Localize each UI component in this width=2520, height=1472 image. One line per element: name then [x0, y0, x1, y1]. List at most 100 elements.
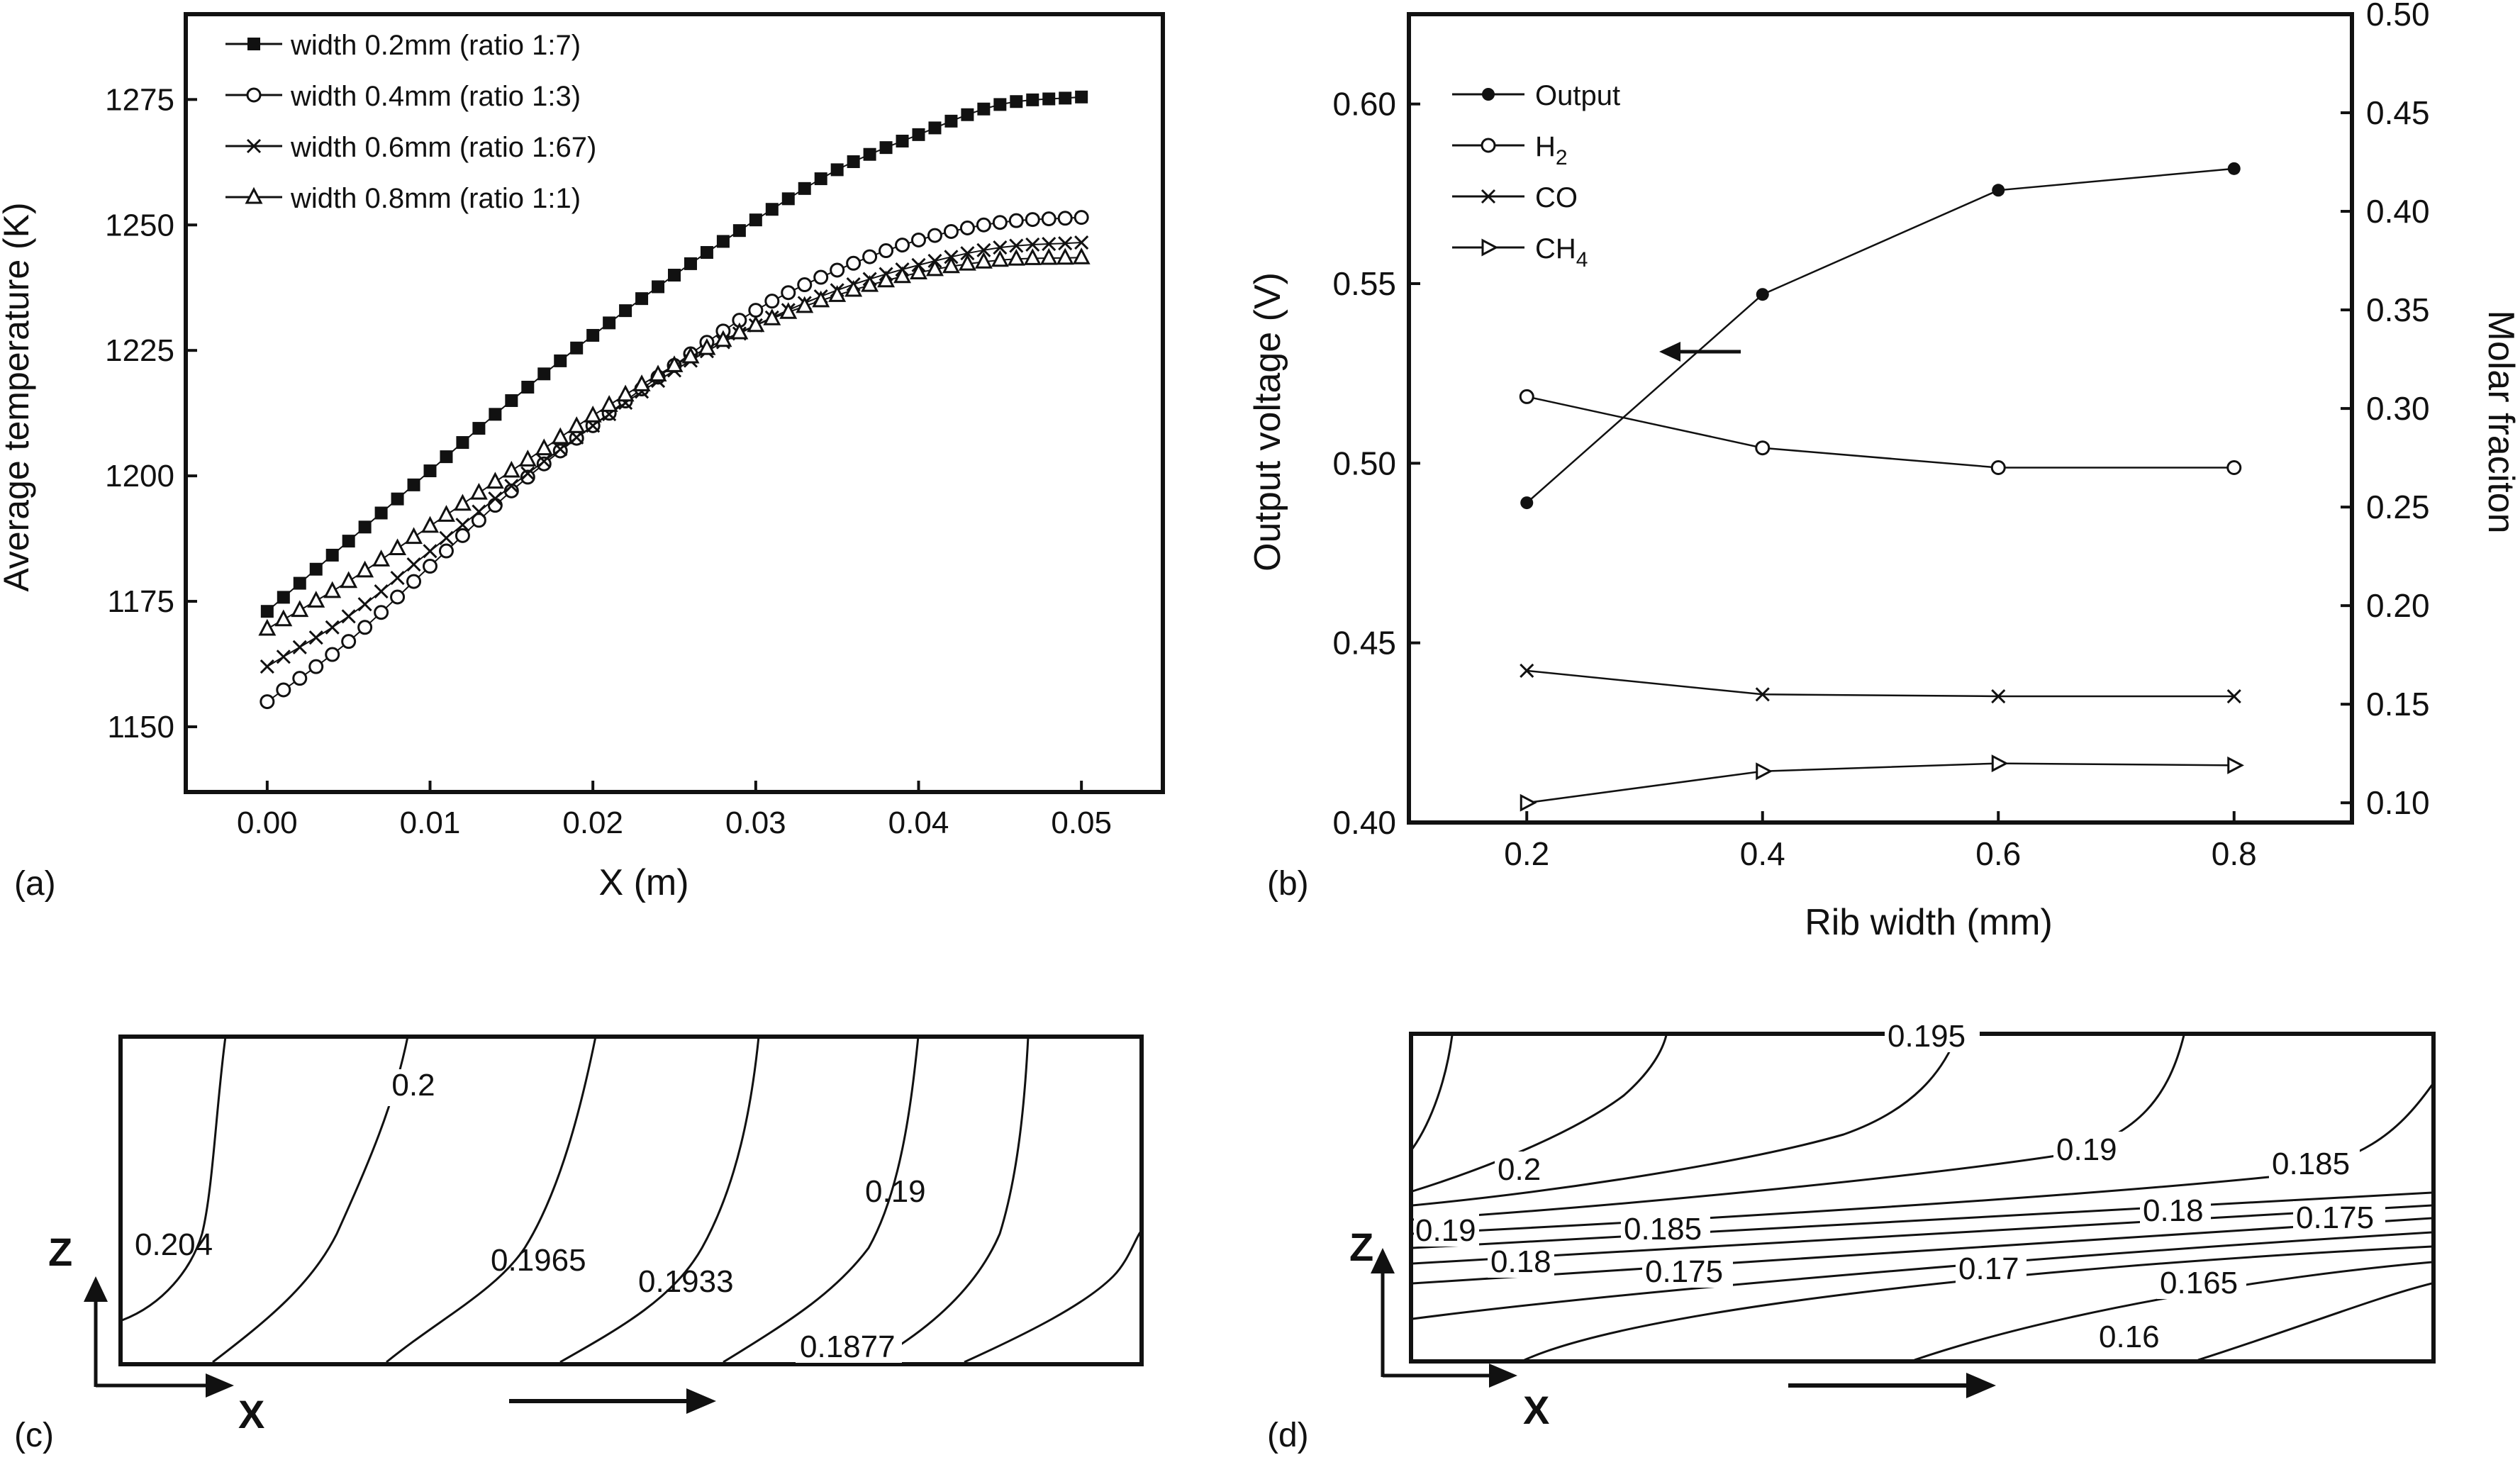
panel-c-contour-label: 0.204 [135, 1227, 213, 1262]
panel-a-data-point [1074, 235, 1089, 250]
panel-a-data-point [455, 518, 470, 533]
panel-d-isoline [1412, 1035, 2185, 1221]
panel-a-data-point [1025, 237, 1040, 252]
panel-a-data-point [961, 108, 974, 121]
panel-a-data-point [764, 294, 780, 309]
panel-a-data-point [847, 155, 860, 169]
panel-a-series-2 [260, 210, 1089, 710]
panel-b-series-line [1527, 396, 2234, 469]
panel-b-legend-label: Output [1535, 80, 1620, 111]
panel-a-data-point [635, 292, 649, 306]
panel-a-data-point [698, 338, 716, 355]
panel-d-label-bg [1495, 1152, 1541, 1184]
panel-a-data-point [665, 355, 684, 372]
panel-b-ytick-right-label: 0.10 [2366, 784, 2430, 821]
panel-a-data-point [308, 630, 323, 645]
panel-d-isoline [2197, 1282, 2433, 1361]
panel-a-data-point [323, 581, 342, 598]
panel-a-data-point [453, 494, 472, 511]
panel-a-data-point [520, 466, 535, 481]
panel-d-label-bg [2053, 1132, 2126, 1164]
panel-a-data-point [1072, 247, 1091, 264]
panel-c-label-bg [796, 1330, 902, 1363]
panel-a-data-point [652, 280, 665, 294]
panel-a-data-point [439, 530, 454, 545]
panel-a-xtick-label: 0.03 [725, 805, 786, 840]
panel-c-contour-label: 0.1877 [800, 1329, 896, 1364]
panel-a-data-point [342, 535, 355, 548]
panel-a-data-point [1042, 236, 1056, 252]
panel-a-data-point [1057, 211, 1073, 226]
panel-d-isoline [1524, 1245, 2433, 1361]
panel-a-data-point [391, 492, 404, 506]
panel-d-label-bg [2140, 1194, 2211, 1227]
panel-d-label-bg [1488, 1245, 1554, 1278]
panel-a-data-point [700, 246, 713, 260]
panel-a-ytick-label: 1225 [105, 333, 174, 368]
panel-d-isoline [1412, 1035, 1668, 1193]
panel-a-data-point [274, 609, 293, 627]
panel-a-data-point [357, 597, 372, 612]
panel-b-ytick-left-label: 0.40 [1332, 804, 1396, 841]
panel-a-data-point [260, 659, 274, 674]
panel-a-data-point [390, 571, 405, 586]
panel-a-data-point [390, 589, 406, 605]
panel-a-data-point [421, 515, 439, 533]
panel-b-ticks: 0.2 0.4 0.6 0.8 0.40 0.45 0.50 0.55 0.60 0.10 0.15… [1332, 0, 2429, 872]
panel-d-label-bg [2157, 1266, 2246, 1299]
panel-c-contour-label: 0.1933 [638, 1264, 734, 1299]
panel-b-legend-label: CO [1535, 182, 1578, 213]
panel-c-contour: 0.2 0.204 0.1965 0.1933 0.19 0.1877 Z X … [14, 1035, 1144, 1454]
panel-b-legend-marker [1481, 189, 1496, 204]
panel-a-data-point [684, 257, 697, 270]
panel-a-data-point [570, 341, 584, 355]
panel-d-contour-label: 0.195 [1888, 1019, 1966, 1054]
panel-a-data-point [977, 102, 991, 116]
panel-c-x-arrowhead [206, 1373, 234, 1398]
panel-a-ytick-label: 1175 [107, 584, 174, 619]
panel-a-data-point [862, 249, 878, 264]
panel-b-series-4 [1520, 754, 2244, 812]
panel-a-data-point [993, 98, 1007, 111]
panel-b-ytick-right-label: 0.50 [2366, 0, 2430, 33]
panel-c-isoline-6 [871, 1036, 1030, 1364]
panel-a-data-point [535, 438, 553, 456]
panel-a-legend-marker [247, 38, 260, 50]
panel-a-data-point [1010, 95, 1023, 108]
panel-b-ytick-right-label: 0.20 [2366, 587, 2430, 624]
panel-a-data-point [942, 256, 960, 274]
panel-a-data-point [896, 134, 909, 147]
panel-a-data-point [276, 682, 291, 698]
panel-a-data-point [716, 235, 730, 248]
panel-a-data-point [455, 528, 470, 543]
panel-a-data-point [993, 240, 1008, 255]
panel-a-data-point [552, 443, 568, 459]
panel-b-data-point [1990, 460, 2006, 476]
panel-a-data-point [440, 450, 453, 464]
panel-b-series-line [1526, 167, 2234, 504]
panel-a-data-point [910, 262, 927, 279]
panel-d-label-bg [1885, 1020, 1980, 1052]
panel-c-isoline-4 [559, 1036, 760, 1364]
panel-a-data-point [505, 394, 518, 407]
panel-c-contour-label: 0.1965 [491, 1243, 586, 1278]
panel-a-data-point [632, 374, 651, 391]
panel-a-data-point [1074, 210, 1089, 225]
panel-a-data-point [861, 274, 879, 292]
panel-a-legend: width 0.2mm (ratio 1:7) width 0.4mm (rati… [225, 30, 596, 214]
panel-b-ytick-right-label: 0.35 [2366, 291, 2430, 328]
panel-b-data-point [1520, 663, 1534, 678]
panel-b-data-point [1519, 389, 1534, 404]
panel-c-x-label: X [238, 1392, 264, 1437]
panel-a-data-point [372, 550, 391, 567]
panel-b-series-1 [1520, 162, 2241, 510]
panel-a-label: (a) [14, 865, 56, 903]
panel-b-data-point [1755, 440, 1771, 456]
panel-a-data-point [1008, 213, 1024, 228]
panel-d-label-bg [1956, 1252, 2026, 1285]
panel-d-z-label: Z [1349, 1225, 1373, 1269]
panel-a-data-point [536, 456, 552, 472]
panel-b-ytick-left-label: 0.55 [1332, 265, 1396, 302]
panel-a-data-point [423, 464, 437, 478]
